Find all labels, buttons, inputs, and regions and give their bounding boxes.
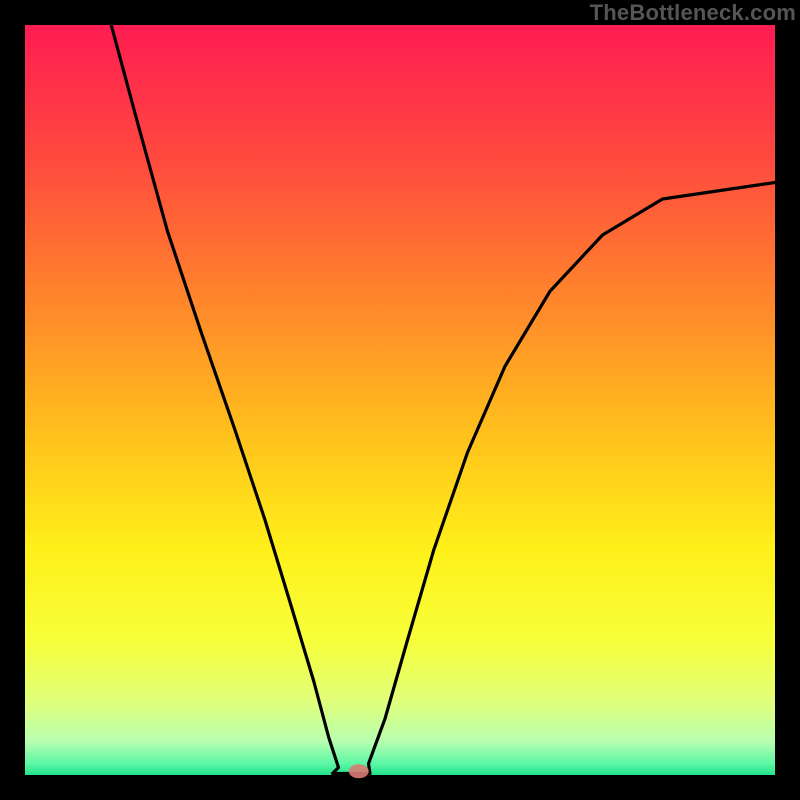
chart-container: TheBottleneck.com	[0, 0, 800, 800]
bottleneck-chart	[0, 0, 800, 800]
optimal-point-marker	[349, 764, 369, 778]
watermark-text: TheBottleneck.com	[590, 0, 796, 26]
